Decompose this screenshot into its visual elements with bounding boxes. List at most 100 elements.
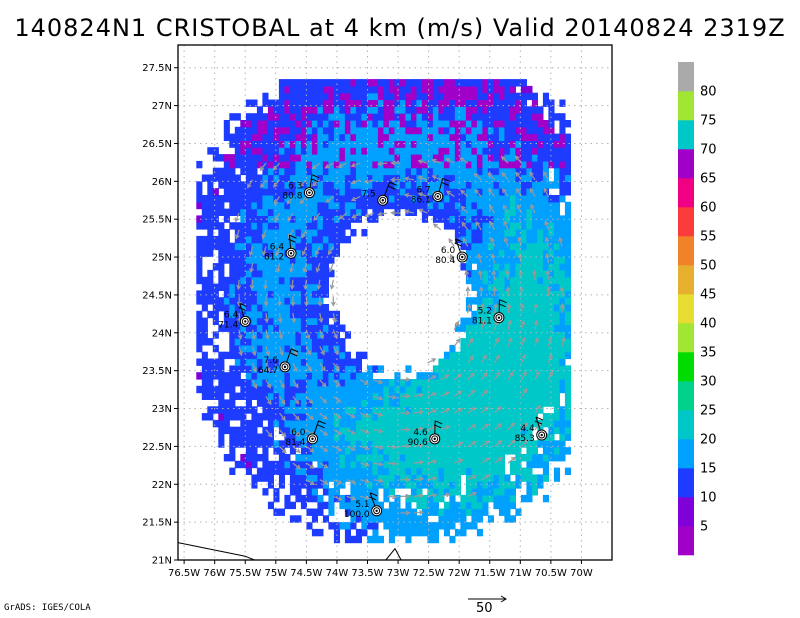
wind-arrow-head (364, 429, 370, 434)
wind-arrow (520, 270, 523, 280)
speed-cell (465, 399, 472, 407)
speed-cell (223, 235, 230, 244)
speed-cell (542, 290, 549, 298)
wind-arrow-head (405, 427, 411, 433)
speed-cell (339, 413, 346, 421)
speed-cell (361, 488, 368, 496)
speed-cell (520, 181, 527, 189)
speed-cell (465, 467, 472, 475)
speed-cell (399, 154, 406, 162)
speed-cell (317, 454, 324, 462)
speed-cell (421, 79, 428, 87)
speed-cell (454, 501, 461, 510)
speed-cell (278, 385, 285, 394)
speed-cell (487, 419, 494, 428)
speed-cell (284, 297, 291, 305)
speed-cell (559, 174, 566, 182)
speed-cell (240, 195, 247, 203)
speed-cell (564, 235, 571, 244)
speed-cell (196, 263, 203, 271)
speed-cell (262, 372, 269, 380)
speed-cell (465, 215, 472, 223)
wind-arrow-head (350, 446, 357, 451)
speed-cell (245, 235, 252, 244)
speed-cell (405, 379, 412, 387)
speed-cell (240, 269, 247, 278)
speed-cell (361, 481, 368, 489)
colorbar-segment (678, 468, 694, 498)
wind-arrow (501, 156, 509, 164)
speed-cell (284, 331, 291, 339)
speed-cell (465, 488, 472, 496)
speed-cell (383, 508, 390, 516)
speed-cell (421, 392, 428, 400)
speed-cell (509, 324, 516, 332)
speed-cell (366, 413, 373, 421)
speed-cell (542, 120, 549, 128)
wind-arrow-head (534, 336, 539, 342)
speed-cell (278, 454, 285, 462)
speed-cell (438, 385, 445, 394)
wind-arrow-head (548, 353, 553, 359)
speed-cell (306, 120, 313, 128)
speed-cell (487, 358, 494, 366)
speed-cell (564, 154, 571, 162)
speed-cell (300, 297, 307, 305)
station-label-bottom: 81.4 (285, 438, 305, 448)
speed-cell (548, 249, 555, 257)
speed-cell (482, 222, 489, 230)
speed-cell (564, 215, 571, 223)
speed-cell (322, 222, 329, 230)
speed-cell (344, 528, 351, 537)
speed-cell (311, 276, 318, 285)
speed-cell (278, 154, 285, 162)
speed-cell (212, 297, 219, 305)
wind-arrow-head (497, 457, 504, 462)
speed-cell (438, 215, 445, 223)
speed-cell (372, 365, 379, 373)
speed-cell (372, 528, 379, 537)
speed-cell (537, 120, 544, 128)
speed-cell (476, 263, 483, 271)
speed-cell (465, 385, 472, 394)
wind-arrow (467, 338, 473, 347)
speed-cell (366, 126, 373, 135)
speed-cell (212, 174, 219, 182)
speed-cell (229, 351, 236, 360)
speed-cell (223, 379, 230, 387)
speed-cell (493, 481, 500, 489)
speed-cell (399, 406, 406, 414)
speed-cell (234, 235, 241, 244)
wind-arrow (519, 254, 523, 264)
speed-cell (355, 85, 362, 94)
speed-cell (295, 488, 302, 496)
wind-arrow (520, 354, 526, 364)
wind-arrow-head (306, 350, 311, 356)
wind-arrow (491, 254, 496, 264)
wind-arrow-head (236, 284, 242, 291)
speed-cell (421, 154, 428, 162)
speed-cell (267, 392, 274, 400)
wind-arrow (480, 440, 489, 447)
speed-cell (388, 113, 395, 121)
speed-cell (223, 385, 230, 394)
speed-cell (267, 229, 274, 237)
speed-cell (515, 126, 522, 135)
speed-cell (278, 358, 285, 366)
speed-cell (311, 99, 318, 107)
speed-cell (262, 488, 269, 496)
speed-cell (223, 215, 230, 223)
speed-cell (548, 419, 555, 428)
speed-cell (410, 467, 417, 475)
speed-cell (405, 528, 412, 537)
speed-cell (394, 406, 401, 414)
speed-cell (196, 256, 203, 264)
speed-cell (394, 154, 401, 162)
speed-cell (361, 426, 368, 435)
speed-cell (482, 201, 489, 210)
speed-cell (559, 372, 566, 380)
speed-cell (421, 167, 428, 176)
speed-cell (372, 413, 379, 421)
speed-cell (531, 297, 538, 305)
speed-cell (328, 256, 335, 264)
